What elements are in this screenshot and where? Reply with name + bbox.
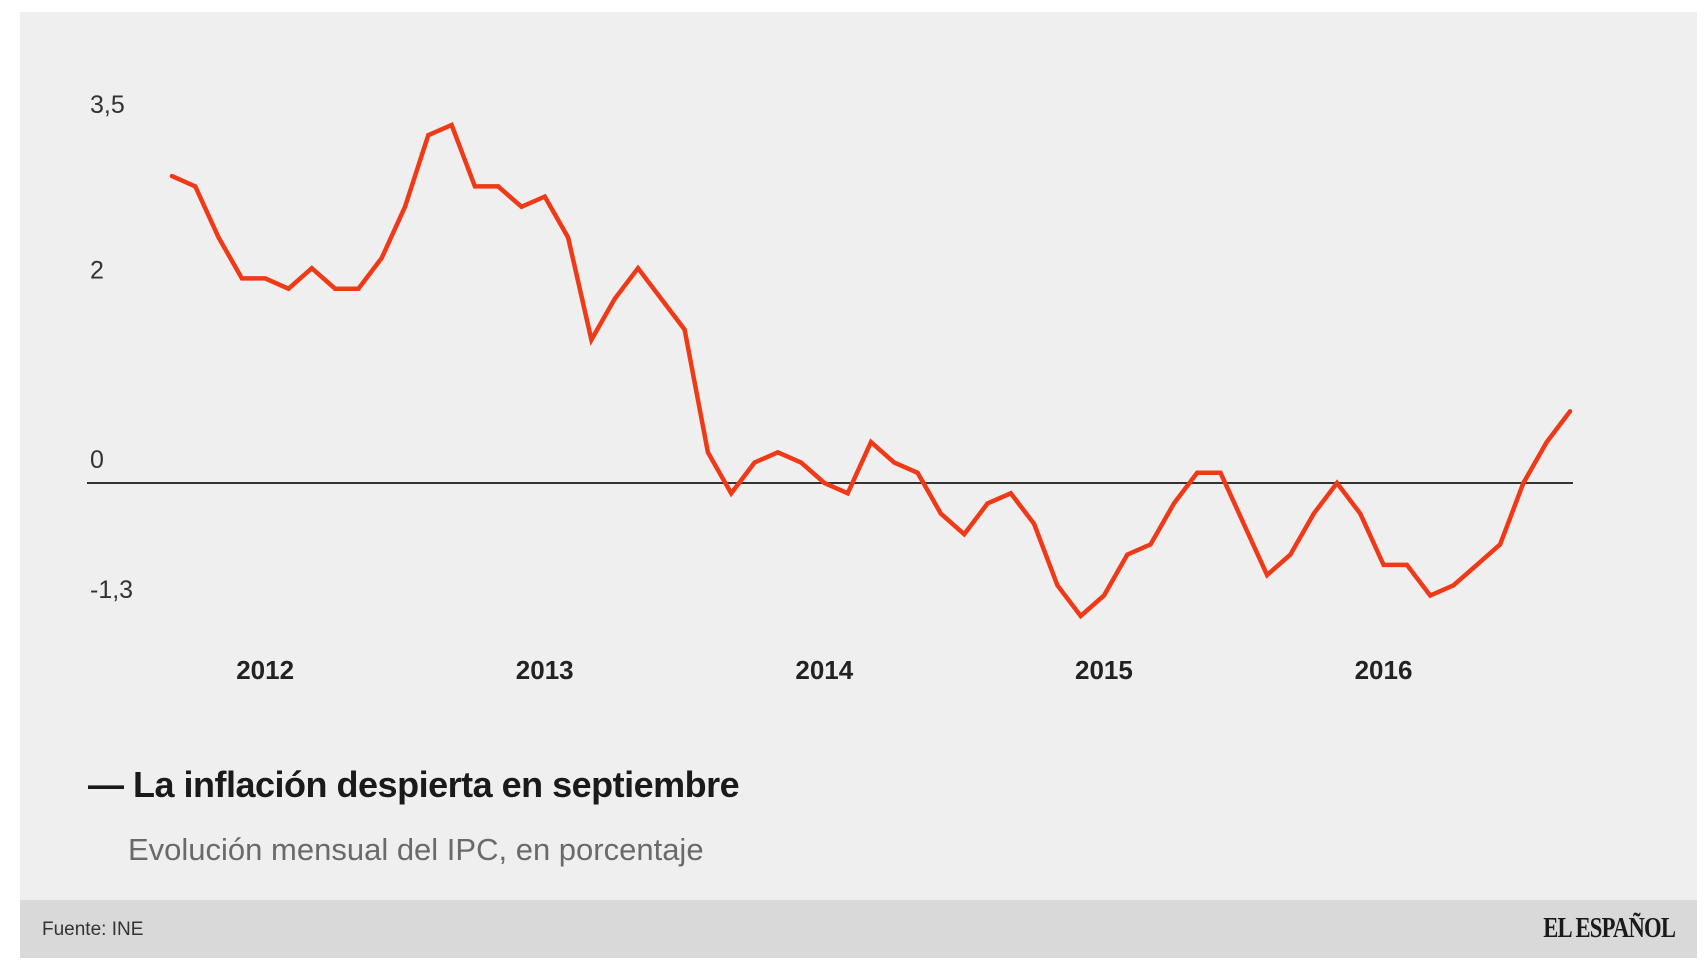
data-point xyxy=(1428,593,1433,598)
data-point xyxy=(239,276,244,281)
data-point xyxy=(403,204,407,209)
data-point xyxy=(542,194,547,199)
data-point xyxy=(1568,409,1572,414)
chart-title: — La inflación despierta en septiembre xyxy=(88,764,740,806)
y-tick-label: 2 xyxy=(90,256,104,284)
y-tick-label: 0 xyxy=(90,446,104,474)
data-point xyxy=(472,184,477,189)
data-point xyxy=(1032,521,1037,526)
data-point xyxy=(1544,440,1549,445)
data-point xyxy=(1498,542,1503,547)
data-point xyxy=(1148,542,1153,547)
x-tick-label: 2016 xyxy=(1355,655,1413,685)
data-point xyxy=(449,123,454,127)
data-point xyxy=(333,286,338,291)
data-point xyxy=(519,204,524,209)
data-point xyxy=(1381,562,1386,567)
x-tick-label: 2015 xyxy=(1075,655,1133,685)
data-point xyxy=(1311,511,1316,516)
data-point xyxy=(1218,470,1223,475)
y-tick-label: -1,3 xyxy=(90,576,133,604)
data-point xyxy=(1125,552,1130,557)
data-point xyxy=(845,491,850,496)
data-point xyxy=(682,327,687,332)
brand-logo: EL ESPAÑOL xyxy=(1543,912,1676,944)
data-point xyxy=(286,286,291,291)
data-point xyxy=(915,470,920,475)
data-point xyxy=(962,532,967,537)
data-point xyxy=(1055,583,1060,588)
data-point xyxy=(1265,573,1270,578)
data-point xyxy=(379,255,384,260)
data-point xyxy=(263,276,268,281)
data-point xyxy=(216,235,221,240)
data-point xyxy=(1195,470,1200,475)
data-point xyxy=(1241,521,1246,526)
data-point xyxy=(985,501,990,506)
source-note: Fuente: INE xyxy=(42,919,144,940)
data-point xyxy=(705,450,710,455)
data-point xyxy=(589,337,594,342)
data-point xyxy=(612,296,617,301)
data-point xyxy=(566,235,571,240)
data-point xyxy=(426,133,431,138)
x-tick-label: 2012 xyxy=(236,655,294,685)
data-point xyxy=(356,286,361,291)
data-point xyxy=(496,184,501,189)
data-point xyxy=(636,266,640,271)
data-point xyxy=(309,266,314,271)
title-text: La inflación despierta en septiembre xyxy=(133,764,740,805)
data-point xyxy=(1171,501,1176,506)
data-point xyxy=(1078,614,1083,618)
data-point xyxy=(775,450,780,455)
data-point xyxy=(1474,562,1479,567)
y-axis-ticks: 3,5 2 0 -1,3 xyxy=(90,91,133,604)
legend-marker: — xyxy=(88,764,124,805)
x-tick-label: 2014 xyxy=(795,655,853,685)
y-tick-label: 3,5 xyxy=(90,91,125,119)
chart-subtitle: Evolución mensual del IPC, en porcentaje xyxy=(128,832,704,867)
series-points xyxy=(170,123,1572,618)
data-point xyxy=(659,296,664,301)
series-line-ipc xyxy=(169,121,1573,620)
footer-bar: Fuente: INE EL ESPAÑOL xyxy=(20,900,1697,958)
data-point xyxy=(1102,593,1106,598)
x-axis-ticks: 2012 2013 2014 2015 2016 xyxy=(236,655,1412,685)
data-point xyxy=(1288,552,1293,557)
data-point xyxy=(799,460,804,465)
data-point xyxy=(822,481,827,486)
data-point xyxy=(892,460,897,465)
data-point xyxy=(869,440,873,445)
data-point xyxy=(938,511,943,516)
data-point xyxy=(1404,562,1409,567)
chart-card: 3,5 2 0 -1,3 2012 2013 2014 2015 2016 — La infl… xyxy=(20,12,1697,958)
data-point xyxy=(1335,481,1339,486)
x-tick-label: 2013 xyxy=(516,655,574,685)
data-point xyxy=(170,174,174,179)
data-point xyxy=(1451,583,1456,588)
data-point xyxy=(1358,511,1363,516)
data-point xyxy=(729,491,734,496)
line-chart: 3,5 2 0 -1,3 2012 2013 2014 2015 2016 xyxy=(87,91,1573,685)
data-point xyxy=(1521,481,1526,486)
data-point xyxy=(193,184,198,189)
data-point xyxy=(752,460,757,465)
data-point xyxy=(1008,491,1013,496)
